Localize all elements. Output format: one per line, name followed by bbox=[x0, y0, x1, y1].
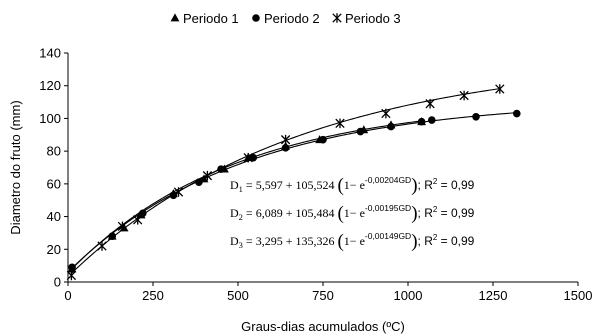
point-periodo-2 bbox=[108, 232, 116, 240]
point-periodo-2 bbox=[387, 122, 395, 131]
y-tick-label: 0 bbox=[54, 275, 61, 290]
point-periodo-3 bbox=[133, 215, 143, 225]
x-tick-label: 1500 bbox=[564, 288, 593, 303]
x-axis-label: Graus-dias acumulados (ºC) bbox=[241, 319, 405, 334]
x-tick-label: 500 bbox=[227, 288, 249, 303]
fit-curve-periodo-2 bbox=[71, 112, 516, 269]
point-periodo-2 bbox=[417, 117, 426, 126]
point-periodo-2 bbox=[513, 109, 521, 118]
point-periodo-2 bbox=[356, 127, 365, 136]
point-periodo-3 bbox=[335, 118, 345, 129]
point-periodo-2 bbox=[139, 209, 147, 218]
point-periodo-3 bbox=[495, 84, 505, 94]
y-tick-label: 100 bbox=[39, 111, 61, 126]
data-points bbox=[66, 84, 521, 281]
equations: D1 = 5,597 + 105,524 (1− e-0,00204GD); R… bbox=[230, 175, 475, 252]
legend-marker-periodo-1 bbox=[170, 13, 180, 22]
y-tick-label: 80 bbox=[47, 144, 61, 159]
equation-d2: D2 = 6,089 + 105,484 (1− e-0,00195GD); R… bbox=[230, 203, 475, 224]
point-periodo-2 bbox=[169, 191, 178, 200]
equation-d1: D1 = 5,597 + 105,524 (1− e-0,00204GD); R… bbox=[230, 175, 475, 196]
equation-text: D2 = 6,089 + 105,484 (1− e-0,00195GD); R… bbox=[230, 203, 475, 224]
legend-marker-periodo-2 bbox=[252, 14, 260, 22]
point-periodo-2 bbox=[195, 178, 203, 187]
y-ticks: 0 20 40 60 80 100 120 140 bbox=[39, 46, 68, 290]
equation-text: D3 = 3,295 + 135,326 (1− e-0,00149GD); R… bbox=[230, 231, 475, 252]
x-tick-label: 1250 bbox=[479, 288, 508, 303]
x-tick-label: 250 bbox=[142, 288, 164, 303]
legend-label-periodo-2: Periodo 2 bbox=[264, 11, 320, 26]
x-ticks: 0 250 500 750 1000 1250 1500 bbox=[64, 282, 592, 303]
x-tick-label: 1000 bbox=[394, 288, 423, 303]
point-periodo-3 bbox=[117, 221, 128, 232]
legend: Periodo 1 Periodo 2 Periodo 3 bbox=[170, 11, 401, 26]
point-periodo-3 bbox=[243, 152, 253, 163]
point-periodo-3 bbox=[425, 98, 435, 109]
point-periodo-3 bbox=[459, 90, 469, 101]
point-periodo-3 bbox=[173, 187, 184, 197]
point-periodo-3 bbox=[381, 108, 391, 119]
y-tick-label: 40 bbox=[47, 209, 61, 224]
point-periodo-3 bbox=[66, 270, 77, 281]
equation-d3: D3 = 3,295 + 135,326 (1− e-0,00149GD); R… bbox=[230, 231, 475, 252]
point-periodo-2 bbox=[472, 112, 480, 121]
point-periodo-2 bbox=[319, 135, 327, 144]
point-periodo-3 bbox=[280, 134, 291, 145]
y-axis-label: Diametro do fruto (mm) bbox=[8, 100, 23, 234]
equation-text: D1 = 5,597 + 105,524 (1− e-0,00204GD); R… bbox=[230, 175, 475, 196]
legend-marker-periodo-3 bbox=[332, 13, 342, 23]
x-tick-label: 750 bbox=[312, 288, 334, 303]
point-periodo-3 bbox=[97, 241, 107, 251]
point-periodo-2 bbox=[281, 144, 290, 152]
point-periodo-2 bbox=[249, 153, 258, 162]
point-periodo-3 bbox=[202, 170, 213, 181]
y-tick-label: 60 bbox=[47, 176, 61, 191]
x-tick-label: 0 bbox=[64, 288, 71, 303]
y-tick-label: 120 bbox=[39, 78, 61, 93]
legend-label-periodo-3: Periodo 3 bbox=[345, 11, 401, 26]
y-tick-label: 20 bbox=[47, 242, 61, 257]
y-tick-label: 140 bbox=[39, 46, 61, 61]
point-periodo-2 bbox=[428, 116, 436, 124]
point-periodo-2 bbox=[217, 165, 225, 173]
legend-label-periodo-1: Periodo 1 bbox=[183, 11, 239, 26]
point-periodo-2 bbox=[68, 263, 76, 272]
